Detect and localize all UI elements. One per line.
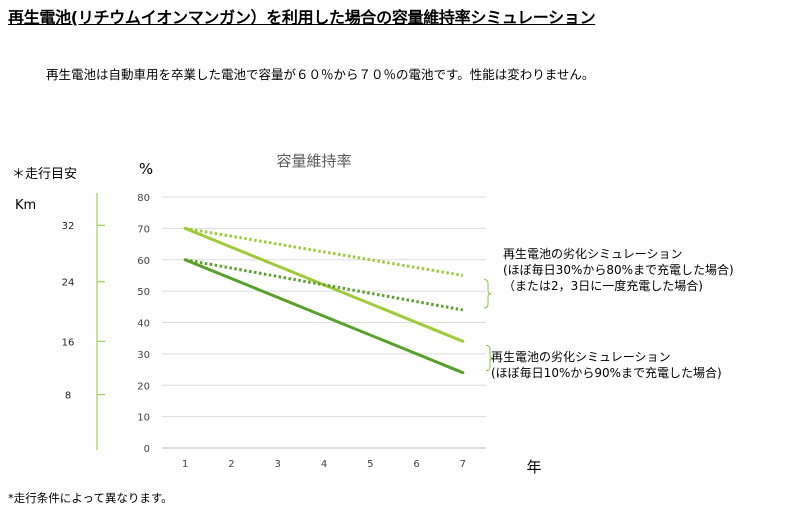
x-tick-label: 5 bbox=[367, 459, 373, 470]
km-axis-title: ＊走行目安 bbox=[12, 167, 77, 182]
y-tick-label: 10 bbox=[137, 413, 150, 424]
x-axis-label: 年 bbox=[526, 458, 541, 476]
km-axis-unit: Km bbox=[15, 198, 36, 213]
page-title: 再生電池(リチウムイオンマンガン）を利用した場合の容量維持率シミュレーション bbox=[8, 8, 596, 27]
chart-title: 容量維持率 bbox=[276, 152, 351, 170]
y-tick-label: 70 bbox=[137, 224, 150, 235]
x-tick-label: 2 bbox=[228, 459, 234, 470]
x-tick-label: 1 bbox=[182, 459, 188, 470]
footnote: *走行条件によって異なります。 bbox=[8, 491, 173, 505]
series-line-2-solid bbox=[183, 258, 465, 375]
annotation-bracket bbox=[483, 278, 492, 309]
y-tick-label: 0 bbox=[144, 444, 150, 455]
km-tick-label: 8 bbox=[65, 391, 71, 402]
annotation-text: （または2，3日に一度充電した場合) bbox=[503, 278, 703, 293]
annotation-text: 再生電池の劣化シミュレーション bbox=[491, 350, 671, 364]
page-subtitle: 再生電池は自動車用を卒業した電池で容量が６０％から７０％の電池です。性能は変わり… bbox=[46, 67, 595, 82]
annotation-bracket bbox=[485, 344, 494, 372]
x-tick-label: 7 bbox=[460, 459, 466, 470]
y-tick-label: 80 bbox=[137, 193, 150, 204]
annotation-text: 再生電池の劣化シミュレーション bbox=[503, 247, 683, 261]
y-tick-label: 50 bbox=[137, 287, 150, 298]
x-tick-label: 3 bbox=[275, 459, 281, 470]
series-line-3-dotted bbox=[184, 226, 464, 277]
y-tick-label: 40 bbox=[137, 319, 150, 330]
annotation-text: (ほぼ毎日10%から90%まで充電した場合) bbox=[491, 365, 722, 380]
x-tick-label: 4 bbox=[321, 459, 327, 470]
km-tick-label: 32 bbox=[62, 221, 75, 232]
km-tick-label: 24 bbox=[62, 278, 75, 289]
km-tick-label: 16 bbox=[62, 337, 75, 348]
y-tick-label: 20 bbox=[137, 381, 150, 392]
y-tick-label: 30 bbox=[137, 350, 150, 361]
y-tick-label: 60 bbox=[137, 256, 150, 267]
y-axis-unit-label: % bbox=[139, 160, 153, 178]
annotation-text: (ほぼ毎日30%から80%まで充電した場合) bbox=[503, 262, 734, 277]
series-line-4-dotted bbox=[184, 258, 464, 312]
x-tick-label: 6 bbox=[413, 459, 419, 470]
